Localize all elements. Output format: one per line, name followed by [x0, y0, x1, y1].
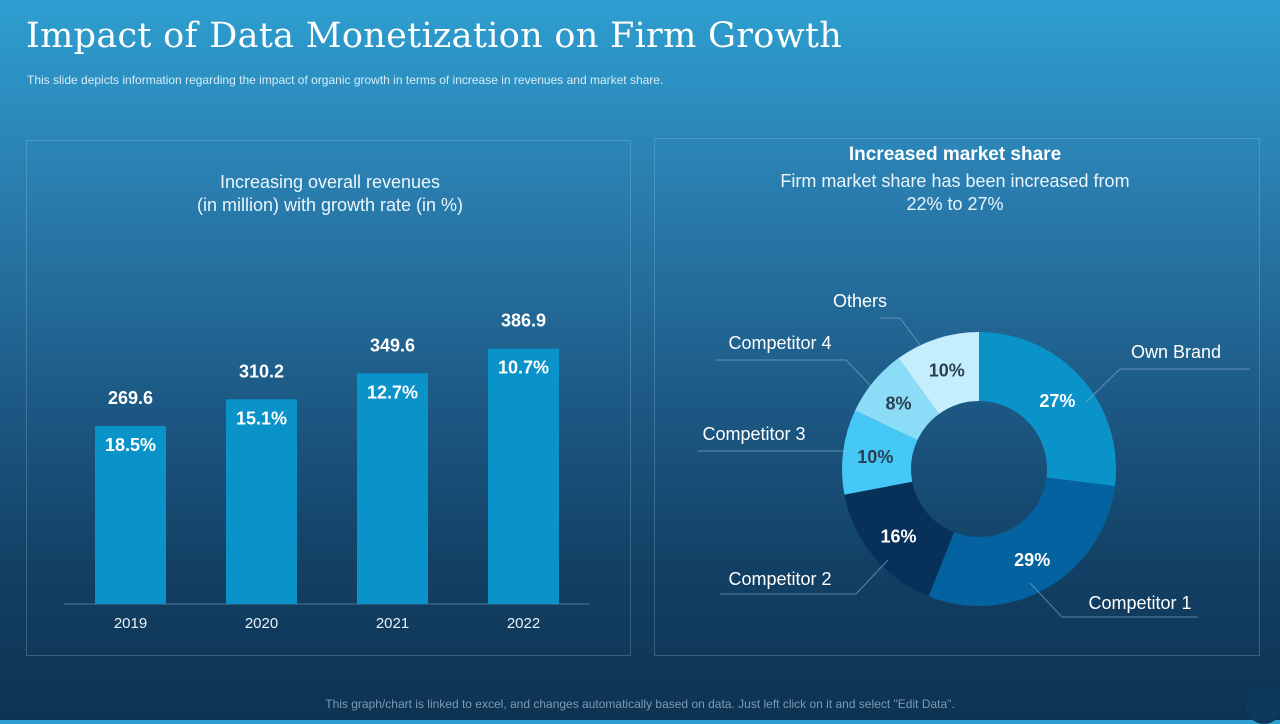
donut-slice-value-label: 10% [929, 361, 965, 381]
donut-category-label: Others [833, 291, 887, 311]
donut-slice-competitor-1 [928, 477, 1115, 606]
leader-line-competitor-1 [1029, 582, 1198, 618]
donut-slice-value-label: 16% [880, 527, 916, 547]
donut-category-label: Competitor 1 [1088, 593, 1191, 613]
market-share-heading: Increased market share [848, 144, 1062, 165]
market-share-title: Increased market share Firm market share… [705, 143, 1205, 216]
footer-note: This graph/chart is linked to excel, and… [325, 697, 955, 711]
donut-chart: 27% 29% 16% 10% 8% 10% [842, 332, 1116, 606]
donut-slice-value-label: 27% [1039, 391, 1075, 411]
donut-slice-value-label: 8% [885, 393, 911, 413]
leader-line-others [880, 317, 921, 346]
leader-lines [698, 317, 1250, 618]
donut-slice-own-brand [979, 332, 1116, 487]
bar-2022 [488, 348, 559, 604]
market-share-subtitle-line1: Firm market share has been increased fro… [780, 171, 1130, 191]
page-title: Impact of Data Monetization on Firm Grow… [26, 16, 843, 56]
leader-line-competitor-4 [715, 359, 871, 386]
bar-value-label: 269.6 [108, 388, 153, 408]
bar-value-label: 349.6 [370, 335, 415, 355]
bar-growth-label: 10.7% [498, 358, 549, 378]
leader-line-competitor-2 [720, 559, 889, 595]
x-tick-label: 2020 [245, 615, 278, 632]
donut-slice-others [898, 332, 979, 414]
x-tick-label: 2022 [507, 615, 540, 632]
market-share-panel [654, 138, 1260, 656]
donut-category-label: Own Brand [1131, 342, 1221, 362]
donut-slice-value-label: 29% [1014, 550, 1050, 570]
donut-slice-competitor-3 [842, 410, 918, 495]
donut-category-label: Competitor 3 [702, 424, 805, 444]
revenue-chart-title: Increasing overall revenues (in million)… [130, 171, 530, 217]
revenue-title-line1: Increasing overall revenues [219, 172, 441, 192]
revenue-panel [26, 140, 631, 656]
bar-2020 [226, 399, 297, 604]
corner-decoration [1246, 688, 1280, 724]
revenue-title-line2: (in million) with growth rate (in %) [196, 195, 464, 215]
donut-legend-labels: Own Brand Competitor 1 Competitor 2 Competi… [702, 291, 1221, 613]
bar-value-label: 310.2 [239, 361, 284, 381]
bar-2019 [95, 426, 166, 604]
bar-value-label: 386.9 [501, 311, 546, 331]
leader-line-own-brand [1085, 368, 1250, 403]
bar-chart: 269.6 18.5% 2019 310.2 15.1% 2020 349.6 12.7% 20… [95, 311, 559, 632]
bar-2021 [357, 373, 428, 604]
donut-slice-competitor-2 [844, 481, 954, 597]
bar-growth-label: 15.1% [236, 408, 287, 428]
donut-category-label: Competitor 2 [728, 569, 831, 589]
x-tick-label: 2021 [376, 615, 409, 632]
bar-growth-label: 18.5% [105, 435, 156, 455]
donut-slice-competitor-4 [855, 358, 940, 441]
market-share-subtitle-line2: 22% to 27% [906, 194, 1004, 214]
x-tick-label: 2019 [114, 615, 147, 632]
bar-growth-label: 12.7% [367, 382, 418, 402]
donut-category-label: Competitor 4 [728, 333, 831, 353]
donut-slice-value-label: 10% [857, 447, 893, 467]
page-subtitle: This slide depicts information regarding… [27, 73, 664, 87]
